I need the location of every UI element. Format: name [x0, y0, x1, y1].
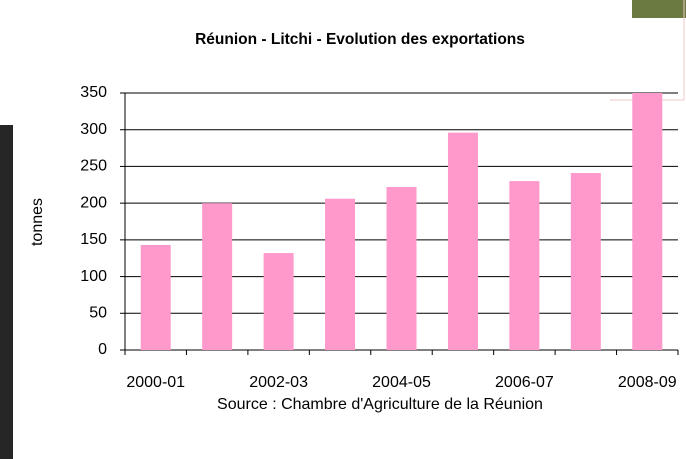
bar [140, 244, 171, 350]
side-strip [0, 125, 13, 459]
y-tick-label: 50 [89, 305, 107, 322]
x-tick-label: 2000-01 [126, 374, 185, 391]
y-tick-label: 300 [80, 121, 107, 138]
chart-title: Réunion - Litchi - Evolution des exporta… [195, 31, 525, 48]
bar [202, 203, 233, 350]
bar [447, 132, 478, 350]
corner-image [632, 0, 686, 18]
x-tick-label: 2002-03 [249, 374, 308, 391]
y-tick-label: 250 [80, 158, 107, 175]
bar [632, 93, 663, 350]
bar [263, 253, 294, 350]
y-axis-label: tonnes [29, 198, 46, 246]
y-tick-label: 0 [98, 341, 107, 358]
y-tick-label: 200 [80, 194, 107, 211]
bar [570, 173, 601, 350]
x-tick-label: 2008-09 [618, 374, 677, 391]
source-note: Source : Chambre d'Agriculture de la Réu… [217, 396, 543, 413]
x-tick-label: 2004-05 [372, 374, 431, 391]
y-tick-label: 150 [80, 231, 107, 248]
y-tick-label: 100 [80, 268, 107, 285]
bar [509, 181, 540, 350]
x-tick-label: 2006-07 [495, 374, 554, 391]
y-tick-label: 350 [80, 84, 107, 101]
bar [386, 186, 417, 350]
bar [325, 198, 356, 350]
